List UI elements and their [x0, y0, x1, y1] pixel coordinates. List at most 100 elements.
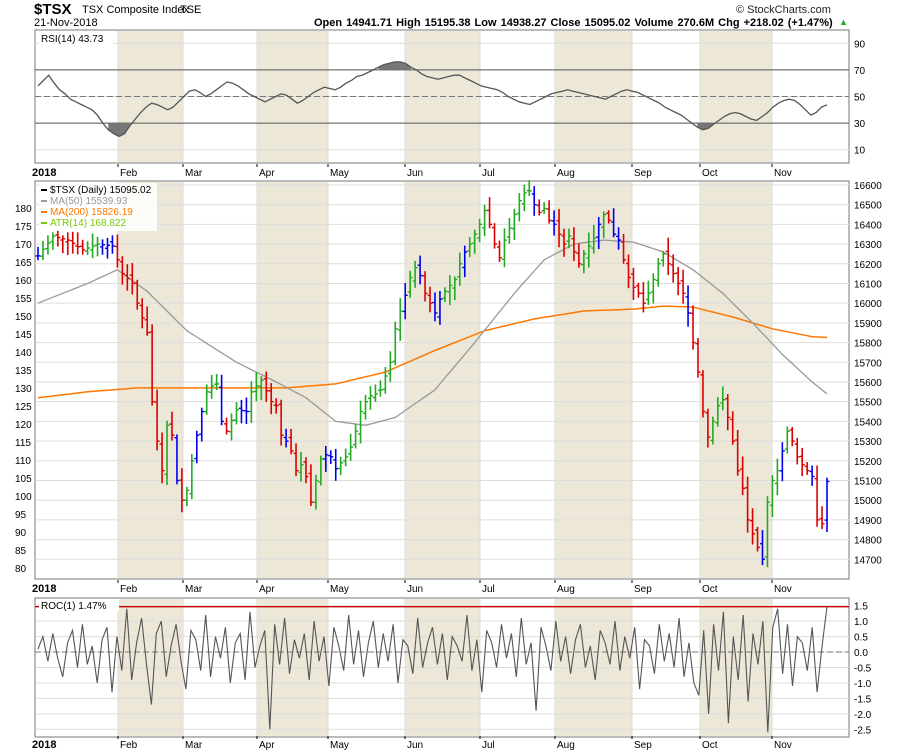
ohlc-bar — [233, 402, 239, 425]
ohlc-bar — [243, 397, 249, 425]
ohlc-bar — [154, 389, 160, 451]
ohlc-bar — [174, 434, 180, 485]
month-tick-label: Sep — [634, 168, 652, 179]
ohlc-bar — [258, 376, 264, 400]
roc-x-axis: 2018 Feb Mar Apr May Jun Jul Aug Sep Oct Nov — [32, 736, 792, 750]
ohlc-bar — [402, 282, 408, 320]
ohlc-bar — [224, 417, 230, 435]
ohlc-bar — [303, 457, 309, 484]
ohlc-bar — [819, 506, 825, 530]
month-tick-label: Jun — [407, 168, 423, 179]
ohlc-bar — [323, 445, 329, 472]
ohlc-bar — [124, 264, 130, 291]
ohlc-bar — [338, 456, 344, 476]
ohlc-bar — [179, 468, 185, 513]
atr-y-tick-label: 125 — [15, 402, 32, 413]
ohlc-bar — [586, 232, 592, 268]
atr-y-tick-label: 105 — [15, 474, 32, 485]
ohlc-bar — [501, 228, 507, 268]
ohlc-bar — [407, 270, 413, 298]
ohlc-bar — [814, 465, 820, 527]
month-tick-label: Feb — [120, 584, 138, 595]
rsi-line — [37, 61, 828, 138]
ohlc-bar — [695, 337, 701, 378]
atr-y-tick-label: 145 — [15, 330, 32, 341]
year-tick-label: 2018 — [32, 583, 56, 595]
ohlc-bar — [496, 240, 502, 262]
rsi-legend-box — [39, 32, 113, 44]
ohlc-bar — [90, 233, 96, 259]
atr-y-tick-label: 80 — [15, 564, 27, 575]
ohlc-bar — [516, 193, 522, 222]
ohlc-bar — [363, 394, 369, 420]
roc-y-tick-label: -1.5 — [854, 694, 872, 705]
roc-panel: 1.5 1.0 0.5 0.0 -0.5 -1.0 -1.5 -2.0 -2.5 2018 Feb… — [32, 597, 872, 750]
ohlc-bar — [591, 224, 597, 254]
price-y-tick-label: 16100 — [854, 279, 882, 290]
atr-y-tick-label: 165 — [15, 258, 32, 269]
ohlc-bar — [541, 202, 547, 215]
ohlc-bar — [358, 400, 364, 444]
roc-y-axis: 1.5 1.0 0.5 0.0 -0.5 -1.0 -1.5 -2.0 -2.5 — [854, 602, 872, 737]
atr-y-tick-label: 160 — [15, 276, 32, 287]
ohlc-bar — [606, 210, 612, 224]
ohlc-bar — [551, 210, 557, 236]
ohlc-bar — [546, 200, 552, 224]
ohlc-bar — [372, 384, 378, 402]
price-y-tick-label: 14800 — [854, 536, 882, 547]
ohlc-bar — [655, 258, 661, 287]
ohlc-bar — [526, 180, 532, 196]
ohlc-bar — [387, 351, 393, 383]
roc-grid — [35, 605, 849, 730]
price-y-tick-label: 16300 — [854, 240, 882, 251]
ohlc-bar — [60, 235, 66, 254]
month-tick-label: Oct — [702, 740, 718, 750]
legend-entry: $TSX (Daily) 15095.02 — [50, 185, 152, 196]
ohlc-bar — [169, 411, 175, 441]
ohlc-bar — [720, 386, 726, 411]
month-tick-label: Apr — [259, 168, 275, 179]
roc-series-line — [37, 606, 828, 733]
month-tick-label: May — [330, 168, 349, 179]
ohlc-bar — [437, 290, 443, 325]
atr-y-tick-label: 120 — [15, 420, 32, 431]
ohlc-bar — [40, 240, 46, 261]
month-band — [700, 182, 772, 578]
price-y-tick-label: 15900 — [854, 319, 882, 330]
ohlc-bar — [601, 211, 607, 239]
ohlc-bar — [750, 508, 756, 545]
symbol-title: $TSX — [34, 1, 72, 18]
ohlc-bar — [164, 420, 170, 485]
rsi-y-tick-label: 50 — [854, 93, 866, 104]
rsi-y-tick-label: 90 — [854, 39, 866, 50]
month-tick-label: Mar — [185, 740, 203, 750]
month-tick-label: Aug — [557, 168, 575, 179]
roc-legend: ROC(1) 1.47% — [41, 601, 107, 612]
rsi-x-axis: 2018 Feb Mar Apr May Jun Jul Aug Sep Oct Nov — [32, 164, 792, 179]
ohlc-bar — [492, 223, 498, 249]
rsi-y-tick-label: 70 — [854, 66, 866, 77]
atr-y-tick-label: 170 — [15, 240, 32, 251]
atr-y-tick-label: 115 — [15, 438, 31, 449]
ohlc-bar — [556, 209, 562, 248]
price-y-tick-label: 16200 — [854, 260, 882, 271]
ohlc-bar — [189, 453, 195, 500]
month-tick-label: Nov — [774, 584, 792, 595]
atr-y-tick-label: 95 — [15, 510, 27, 521]
ohlc-bar — [487, 197, 493, 229]
roc-y-tick-label: 0.5 — [854, 633, 868, 644]
ohlc-bar — [779, 442, 785, 482]
atr-y-tick-label: 100 — [15, 492, 32, 503]
price-y-tick-label: 15800 — [854, 339, 882, 350]
price-y-tick-label: 16500 — [854, 201, 882, 212]
rsi-y-tick-label: 10 — [854, 146, 866, 157]
ohlc-bar — [219, 374, 225, 426]
ohlc-bar — [397, 298, 403, 341]
index-name: TSX Composite Index — [82, 4, 189, 16]
ohlc-bar — [660, 250, 666, 267]
ohlc-bar — [645, 280, 651, 305]
rsi-series-line — [37, 61, 828, 138]
ohlc-bar — [521, 184, 527, 212]
roc-y-tick-label: -2.0 — [854, 710, 872, 721]
roc-legend-box — [39, 599, 119, 611]
